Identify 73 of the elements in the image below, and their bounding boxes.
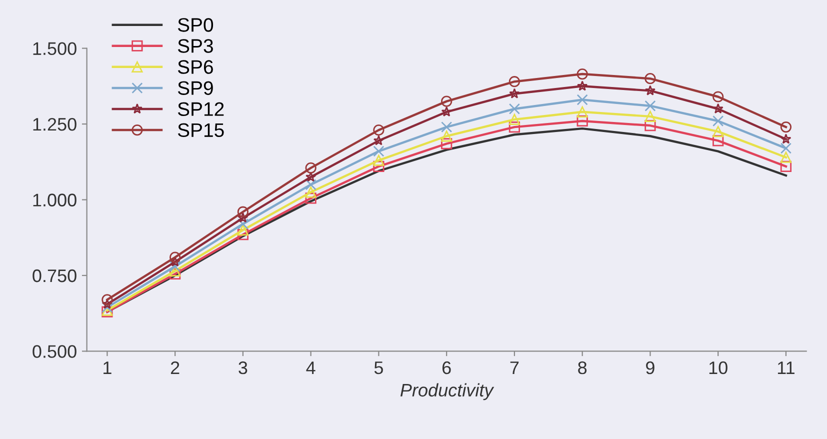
point [576,106,588,118]
point [780,121,792,133]
point [712,103,724,114]
legend-label: SP6 [178,60,213,74]
point [441,138,452,150]
point [237,218,249,230]
point [576,94,588,106]
x-tick-label: 1 [104,362,112,374]
x-tick-label: 5 [374,362,383,374]
point [170,252,181,263]
y-tick-label: 1.250 [33,118,76,131]
point [712,126,724,138]
point [712,115,724,127]
point [509,88,520,98]
point [644,85,656,96]
point [441,106,452,117]
point [373,124,384,136]
point [237,224,249,236]
point [373,160,384,172]
point [373,154,384,166]
x-tick-label: 7 [510,362,519,374]
x-tick-label: 8 [578,361,587,374]
x-tick-label: 11 [778,362,794,374]
point [576,68,588,80]
x-tick-label: 2 [170,361,180,374]
point [577,80,588,91]
point [712,91,724,102]
point [644,110,656,122]
point [238,212,248,223]
point [237,229,249,240]
point [305,186,316,198]
point [237,206,249,218]
point [644,100,656,112]
x-axis-title: Productivity [400,383,494,400]
x-tick-label: 10 [709,361,728,374]
legend-label: SP9 [178,81,213,95]
point [780,152,792,163]
point [441,96,452,107]
legend-label: SP15 [178,123,224,138]
point [508,121,520,133]
legend-label: SP3 [178,39,213,53]
point [712,135,724,146]
x-tick-label: 4 [306,362,316,374]
point [441,130,452,142]
point [305,192,316,204]
point [644,120,656,132]
point [441,121,452,133]
point [170,260,181,272]
point [780,142,792,154]
point [508,103,520,114]
point [305,179,316,190]
point [780,134,792,144]
y-tick-label: 0.750 [32,269,76,282]
point [102,298,113,309]
point [508,76,520,88]
point [644,73,656,84]
point [305,162,316,174]
y-tick-label: 0.500 [32,345,76,358]
y-tick-label: 1.500 [33,42,76,56]
x-tick-label: 9 [646,361,654,374]
point [102,294,113,306]
x-tick-label: 6 [442,361,451,374]
point [373,146,384,157]
point [576,115,588,127]
point [508,114,520,126]
legend-label: SP12 [178,102,224,116]
x-tick-label: 3 [238,361,248,374]
y-tick-label: 1.000 [33,194,76,206]
point [306,171,316,182]
point [780,160,792,172]
legend-label: SP0 [178,18,214,32]
point [373,135,384,146]
point [170,265,181,276]
